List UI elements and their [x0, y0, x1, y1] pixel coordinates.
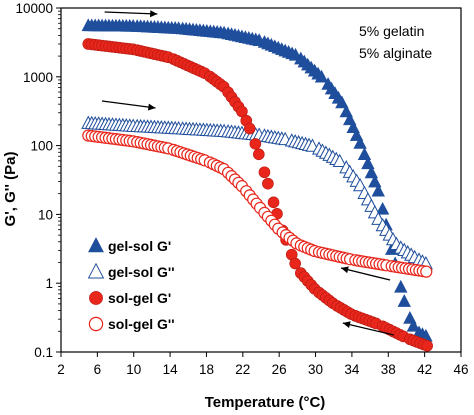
- x-tick-label: 2: [57, 362, 65, 377]
- data-point: [289, 257, 301, 270]
- x-axis-title-text: Temperature: [205, 394, 295, 411]
- x-tick-label: 42: [417, 362, 432, 377]
- data-point: [397, 294, 411, 307]
- data-point: [361, 156, 375, 170]
- legend-label-gel-sol-gdoubleprime: gel-sol G'': [108, 264, 175, 280]
- data-point: [88, 316, 104, 332]
- arrow-shaft: [104, 11, 158, 15]
- legend-label-sol-gel-gprime: sol-gel G': [108, 290, 171, 306]
- data-point: [368, 174, 382, 188]
- legend-label-gel-sol-gprime: gel-sol G': [108, 238, 171, 254]
- series-3: [82, 129, 433, 278]
- legend-label-sol-gel-gdoubleprime: sol-gel G'': [108, 316, 175, 332]
- arrow-shaft: [342, 322, 394, 336]
- data-point: [357, 147, 372, 160]
- data-point: [87, 262, 105, 279]
- data-point: [406, 318, 421, 332]
- y-tick-label: 10000: [15, 1, 53, 16]
- data-point: [353, 136, 367, 149]
- data-point: [335, 95, 349, 109]
- data-point: [258, 166, 271, 179]
- data-point: [88, 237, 104, 253]
- data-point: [314, 69, 329, 83]
- arrow-head: [342, 321, 351, 329]
- arrow-head: [147, 103, 156, 111]
- y-tick-label: 1000: [23, 70, 53, 85]
- data-point: [420, 265, 433, 278]
- data-point: [375, 201, 390, 215]
- x-axis-title-unit: (°C): [298, 394, 325, 411]
- cooling-arrow-gprime: [342, 321, 394, 336]
- arrow-head: [341, 266, 349, 274]
- y-tick-label: 0.1: [34, 345, 53, 360]
- x-tick-label: 46: [453, 362, 468, 377]
- arrow-shaft: [340, 267, 391, 281]
- arrow-shaft: [101, 100, 156, 109]
- y-tick-label: 100: [30, 139, 53, 154]
- arrow-head: [150, 10, 158, 18]
- x-tick-label: 38: [381, 362, 396, 377]
- data-point: [267, 196, 280, 209]
- data-point: [394, 279, 408, 293]
- data-point: [262, 177, 274, 190]
- cooling-arrow-gdoubleprime: [340, 266, 391, 281]
- x-tick-label: 14: [163, 362, 179, 377]
- data-point: [253, 148, 265, 161]
- annotation-gelatin: 5% gelatin: [359, 23, 424, 39]
- x-axis-title: Temperature (°C): [205, 394, 326, 411]
- data-point: [243, 122, 256, 135]
- heating-arrow-gdoubleprime: [101, 100, 156, 111]
- x-tick-label: 10: [126, 362, 141, 377]
- x-tick-label: 22: [235, 362, 250, 377]
- x-tick-label: 26: [272, 362, 287, 377]
- x-tick-label: 6: [94, 362, 102, 377]
- data-point: [353, 177, 368, 192]
- x-tick-label: 18: [199, 362, 214, 377]
- data-point: [332, 153, 347, 168]
- y-tick-label: 1: [45, 276, 53, 291]
- legend: gel-sol G' gel-sol G'' sol-gel G' sol-ge…: [108, 238, 175, 332]
- y-axis-title: G', G'' (Pa): [2, 152, 19, 227]
- annotation-alginate: 5% alginate: [359, 45, 432, 61]
- series-0: [81, 18, 433, 342]
- y-tick-label: 10: [38, 207, 53, 222]
- data-point: [371, 183, 385, 197]
- plot-frame: [60, 7, 462, 353]
- x-tick-label: 34: [344, 362, 360, 377]
- data-point: [249, 138, 262, 150]
- data-point: [89, 291, 103, 305]
- heating-arrow-gprime: [104, 10, 158, 18]
- x-tick-label: 30: [308, 362, 323, 377]
- data-point: [421, 339, 433, 352]
- data-point: [364, 165, 379, 179]
